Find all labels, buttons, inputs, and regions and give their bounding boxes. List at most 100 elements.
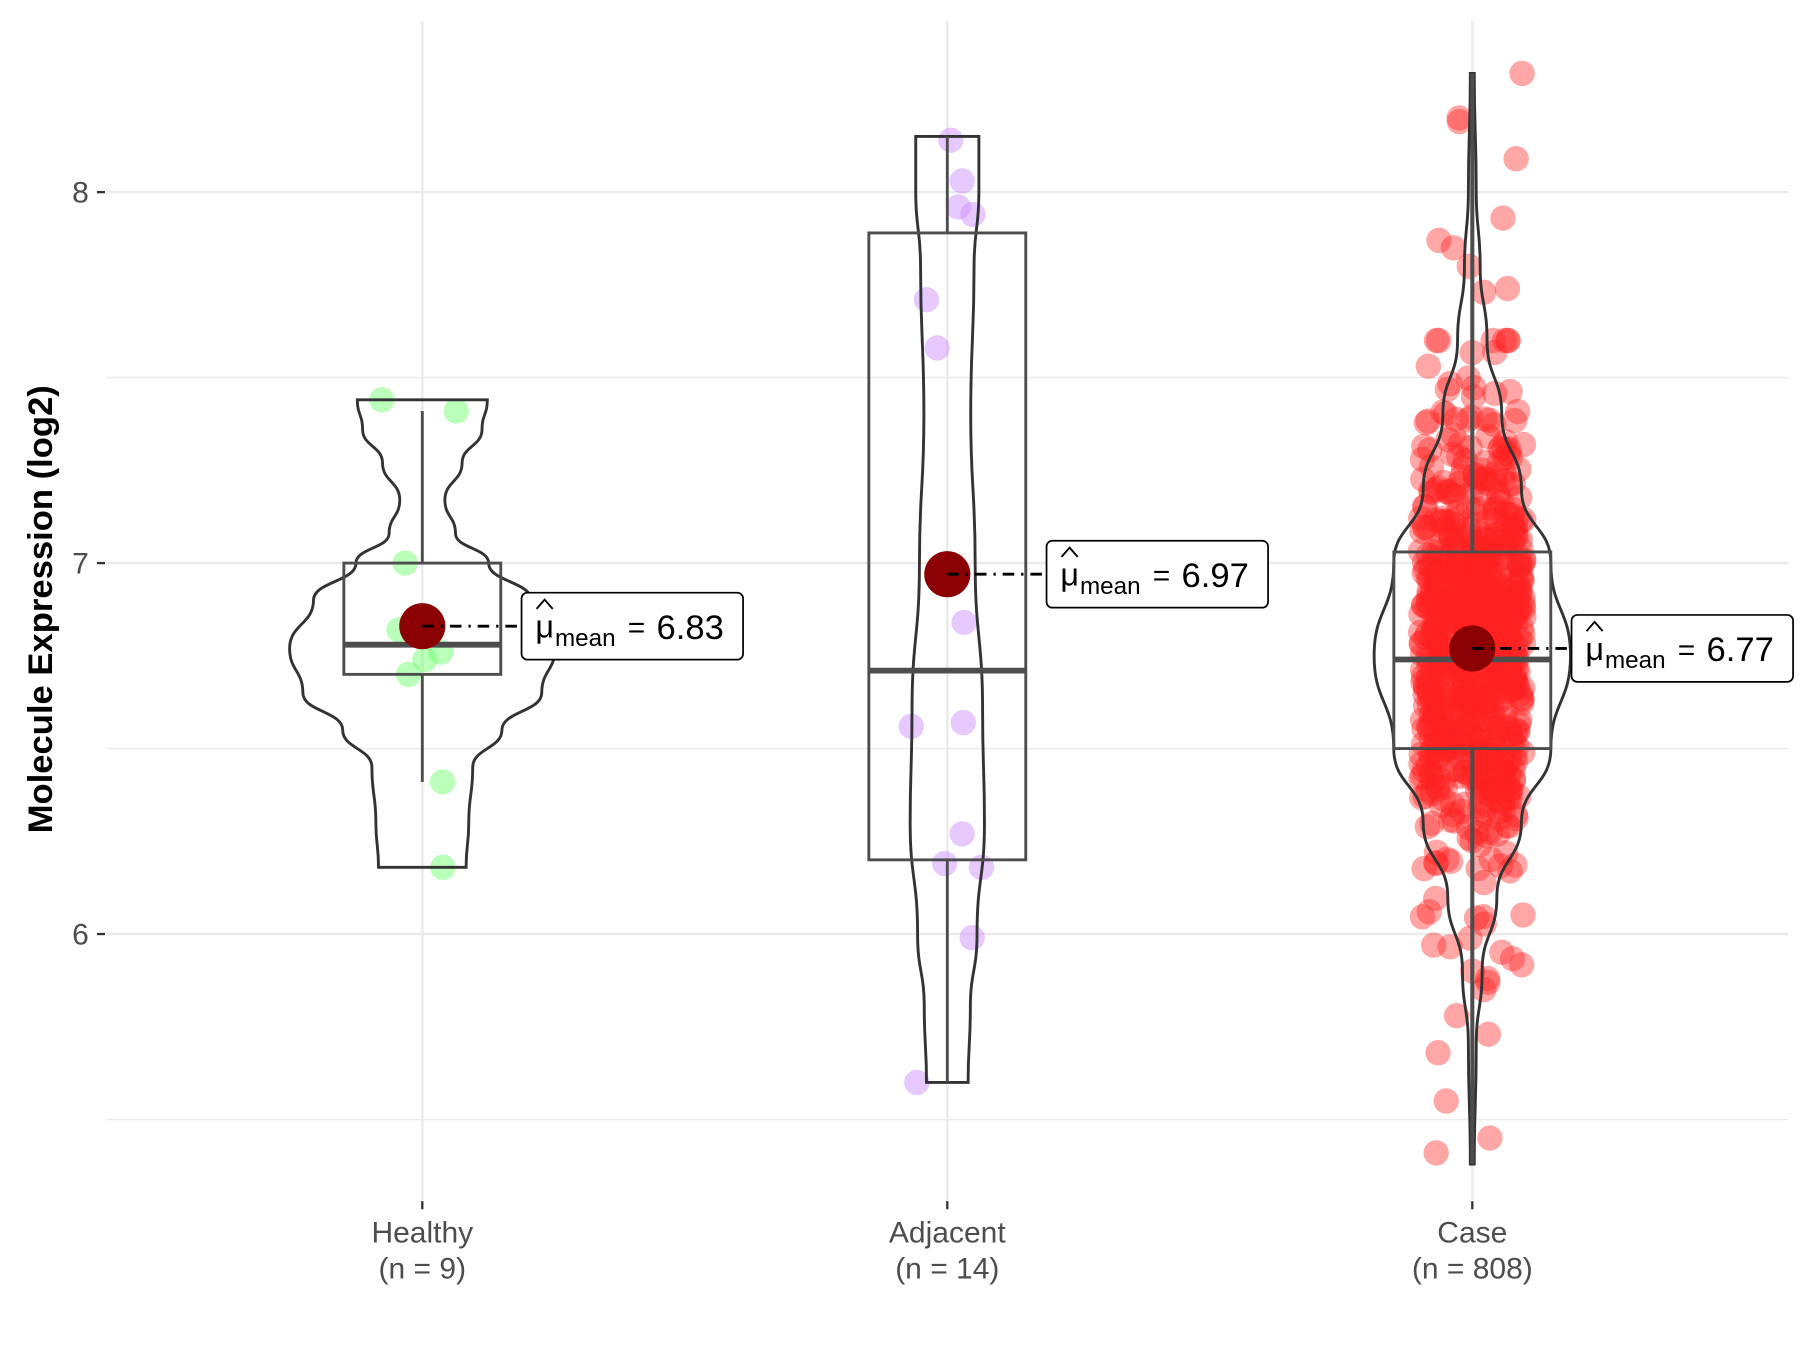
data-point <box>1471 707 1497 733</box>
data-point <box>1502 665 1528 691</box>
data-point <box>1409 763 1436 789</box>
data-point <box>1409 707 1436 733</box>
mean-symbol: μ <box>1585 631 1604 667</box>
data-point <box>1444 756 1470 783</box>
data-point <box>1440 561 1467 587</box>
data-point <box>1421 695 1447 722</box>
data-point <box>1475 1021 1502 1047</box>
data-point <box>1420 932 1447 958</box>
data-point <box>1459 593 1486 619</box>
data-point <box>1411 560 1437 586</box>
data-point <box>1419 713 1445 739</box>
data-point <box>1505 398 1531 425</box>
data-point <box>1430 601 1456 628</box>
data-point <box>1480 569 1506 595</box>
data-point <box>1460 573 1487 600</box>
data-point <box>1472 719 1498 745</box>
data-point <box>1502 749 1529 775</box>
data-point <box>1497 592 1523 619</box>
data-point <box>1413 556 1439 583</box>
data-point <box>1511 548 1537 574</box>
data-point <box>1428 587 1454 613</box>
data-point <box>1505 584 1531 610</box>
data-point <box>443 398 469 424</box>
data-point <box>1458 606 1485 632</box>
data-point <box>1447 431 1473 457</box>
data-point <box>1473 578 1499 605</box>
data-point <box>1418 725 1444 751</box>
data-point <box>1509 552 1535 578</box>
data-point <box>1436 710 1462 737</box>
data-point <box>1450 733 1476 760</box>
data-point <box>1480 777 1506 803</box>
data-point <box>1483 507 1509 533</box>
data-point <box>945 194 971 220</box>
data-point <box>1500 767 1526 794</box>
data-point <box>1495 749 1522 776</box>
data-point <box>1490 774 1517 800</box>
data-point <box>1426 698 1453 725</box>
data-point <box>1457 589 1483 615</box>
data-point <box>1489 788 1515 814</box>
data-point <box>1497 586 1523 612</box>
data-point <box>1410 731 1437 757</box>
data-point <box>1408 505 1434 531</box>
data-point <box>1478 819 1504 845</box>
data-point <box>1446 105 1472 131</box>
data-point <box>1414 594 1440 620</box>
data-point <box>1496 621 1522 647</box>
data-point <box>1438 528 1464 554</box>
data-point <box>1510 675 1536 701</box>
data-point <box>1462 667 1488 693</box>
data-point <box>1491 436 1517 462</box>
data-point <box>1432 774 1459 800</box>
data-point <box>1425 665 1451 692</box>
data-point <box>1426 547 1453 573</box>
data-point <box>1445 592 1471 618</box>
data-point <box>1493 840 1519 866</box>
data-point <box>1473 587 1499 614</box>
data-point <box>1428 569 1455 595</box>
y-tick-label: 7 <box>72 547 89 580</box>
data-point <box>1442 483 1469 509</box>
data-point <box>1446 561 1472 588</box>
data-point <box>1455 814 1481 841</box>
data-point <box>1433 508 1460 534</box>
axes: 6 7 8 Healthy(n = 9) Adjacent(n = 14) Case(n … <box>72 177 1533 1286</box>
data-point <box>1500 606 1526 633</box>
data-point <box>1441 512 1467 538</box>
data-point <box>1408 765 1434 792</box>
data-point <box>1443 526 1470 553</box>
data-point <box>1486 798 1513 825</box>
data-point <box>1468 535 1495 561</box>
data-point <box>1493 531 1519 557</box>
data-point <box>1428 705 1454 731</box>
data-point <box>1419 553 1445 580</box>
data-point <box>1509 621 1536 647</box>
data-point <box>904 1069 930 1096</box>
data-point <box>1510 585 1536 611</box>
data-point <box>1416 715 1442 742</box>
data-point <box>1510 595 1537 622</box>
data-point <box>1417 763 1444 790</box>
data-point <box>1423 628 1449 655</box>
data-point <box>1438 596 1465 622</box>
data-point <box>1415 583 1442 610</box>
data-point <box>1413 410 1439 436</box>
data-point <box>1481 778 1507 805</box>
data-point <box>1497 778 1523 805</box>
data-point <box>1436 585 1462 612</box>
data-point <box>1489 746 1515 772</box>
mean-label-box <box>1045 539 1269 609</box>
data-point <box>1415 753 1441 779</box>
data-point <box>1437 589 1464 615</box>
data-point <box>1476 541 1503 568</box>
data-point <box>1490 659 1516 686</box>
data-point <box>1503 505 1529 531</box>
mean-symbol: μ <box>535 609 554 645</box>
data-point <box>1492 575 1518 601</box>
data-point <box>1448 680 1475 706</box>
data-point <box>1423 327 1450 354</box>
data-point <box>1500 514 1526 540</box>
